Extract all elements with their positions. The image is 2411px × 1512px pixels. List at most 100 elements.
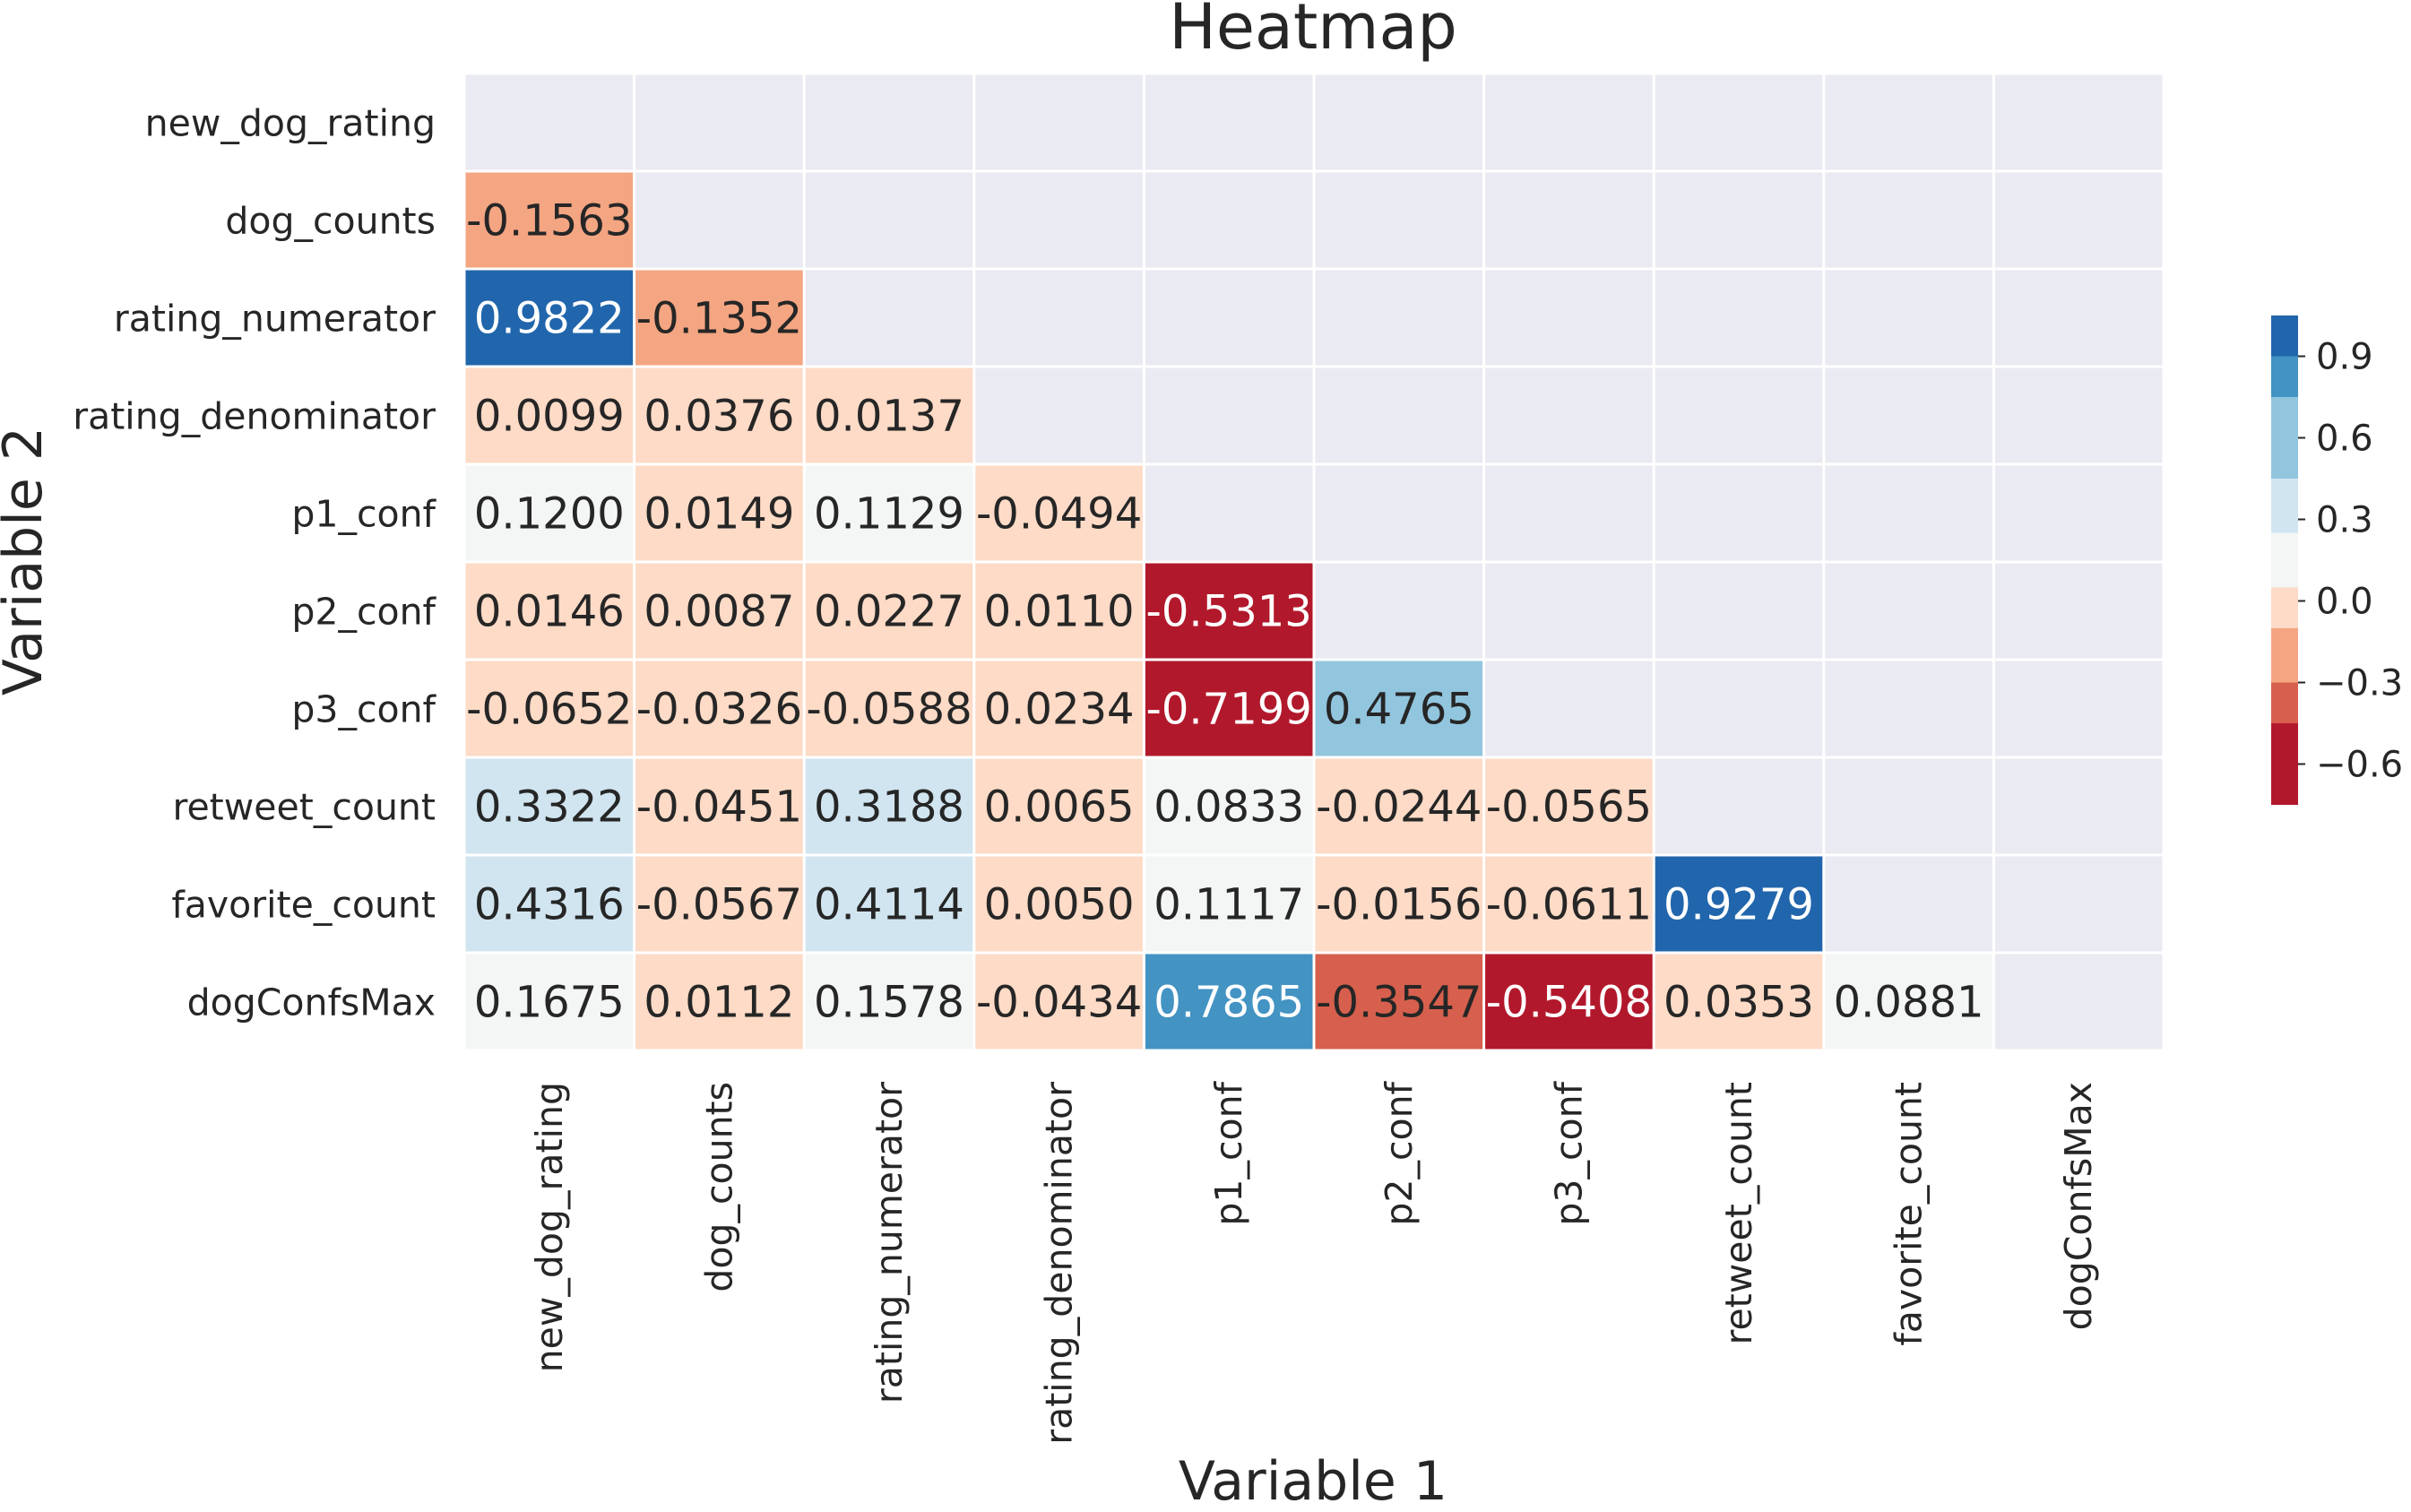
y-tick-label: retweet_count: [173, 786, 436, 829]
heatmap-cell: [804, 464, 974, 562]
x-tick-label: dogConfsMax: [2057, 1082, 2100, 1330]
heatmap-cell: [1144, 562, 1314, 660]
y-tick-label: new_dog_rating: [145, 102, 436, 145]
cell-value-label: 0.0833: [1154, 782, 1304, 833]
cell-value-label: 0.4114: [814, 880, 964, 930]
heatmap-cell: [634, 660, 805, 757]
cell-value-label: 0.0881: [1834, 978, 1984, 1028]
heatmap-cell: [634, 367, 805, 464]
heatmap-cell: [973, 855, 1145, 953]
heatmap-cell: [1144, 757, 1314, 855]
heatmap-cell: [1483, 953, 1655, 1050]
heatmap-cell: [1144, 855, 1314, 953]
heatmap-cell: [464, 953, 635, 1050]
colorbar-segment: [2271, 532, 2298, 588]
x-tick-label: rating_numerator: [868, 1082, 911, 1404]
heatmap-cell: [973, 562, 1145, 660]
cell-value-label: 0.1200: [474, 489, 625, 540]
cell-value-label: -0.5313: [1146, 587, 1312, 637]
cell-value-label: -0.1563: [466, 196, 632, 246]
heatmap-cell: [1654, 855, 1824, 953]
cell-value-label: -0.0434: [976, 978, 1142, 1028]
cell-value-label: -0.7199: [1146, 685, 1312, 735]
colorbar: 0.9 0.6 0.3 0.0 −0.3 −0.6: [2271, 315, 2403, 805]
colorbar-segment: [2271, 397, 2298, 479]
heatmap-cell: [1314, 757, 1484, 855]
heatmap-cell: [1314, 660, 1484, 757]
heatmap-cell: [804, 757, 974, 855]
heatmap-cells: [462, 72, 2165, 1052]
y-tick-label: favorite_count: [171, 884, 436, 927]
heatmap-cell: [804, 660, 974, 757]
colorbar-segment: [2271, 315, 2298, 357]
colorbar-segment: [2271, 356, 2298, 397]
chart-title: Heatmap: [1169, 0, 1457, 64]
colorbar-tick-label: −0.6: [2316, 745, 2403, 786]
cell-value-label: -0.3547: [1316, 978, 1482, 1028]
y-tick-label: dog_counts: [225, 200, 436, 243]
heatmap-cell: [464, 562, 635, 660]
heatmap-cell: [973, 660, 1145, 757]
cell-value-label: -0.0588: [806, 685, 972, 735]
colorbar-segment: [2271, 587, 2298, 628]
cell-value-label: 0.9279: [1664, 880, 1814, 930]
heatmap-cell: [634, 269, 805, 367]
cell-value-label: -0.1352: [636, 294, 802, 344]
cell-value-label: 0.0149: [644, 489, 794, 540]
colorbar-tick-label: 0.9: [2316, 337, 2373, 378]
y-tick-label: rating_denominator: [73, 395, 436, 438]
colorbar-segment: [2271, 479, 2298, 533]
y-axis-label: Variable 2: [0, 427, 55, 696]
colorbar-segment: [2271, 723, 2298, 805]
cell-value-label: 0.0110: [984, 587, 1135, 637]
cell-value-label: 0.1675: [474, 978, 625, 1028]
colorbar-tick-label: 0.6: [2316, 419, 2373, 460]
x-tick-label: p2_conf: [1378, 1080, 1421, 1225]
cell-value-label: -0.0565: [1486, 782, 1652, 833]
cell-value-label: -0.0451: [636, 782, 802, 833]
x-tick-label: rating_denominator: [1038, 1082, 1081, 1445]
y-tick-label: p2_conf: [291, 591, 436, 634]
x-tick-label: dog_counts: [697, 1082, 740, 1292]
heatmap-cell: [973, 757, 1145, 855]
cell-value-label: 0.0234: [984, 685, 1135, 735]
cell-value-label: 0.9822: [474, 294, 625, 344]
cell-value-label: -0.0567: [636, 880, 802, 930]
cell-value-label: 0.1578: [814, 978, 964, 1028]
heatmap-cell: [464, 367, 635, 464]
colorbar-tick-label: 0.3: [2316, 500, 2373, 541]
heatmap-cell: [464, 855, 635, 953]
y-tick-label: p1_conf: [291, 493, 436, 536]
heatmap-cell: [804, 953, 974, 1050]
cell-value-label: 0.0087: [644, 587, 794, 637]
y-tick-label: p3_conf: [291, 688, 436, 731]
heatmap-cell: [1314, 953, 1484, 1050]
cell-value-label: 0.3322: [474, 782, 625, 833]
x-tick-label: p3_conf: [1547, 1080, 1590, 1225]
cell-value-label: 0.0112: [644, 978, 794, 1028]
heatmap-cell: [634, 757, 805, 855]
heatmap-cell: [1483, 855, 1655, 953]
colorbar-tick-label: −0.3: [2316, 663, 2403, 704]
y-tick-label: rating_numerator: [114, 298, 436, 341]
cell-value-label: 0.7865: [1154, 978, 1304, 1028]
heatmap-cell: [464, 171, 635, 269]
heatmap-cell: [464, 660, 635, 757]
y-tick-label: dogConfsMax: [187, 981, 436, 1024]
cell-value-label: 0.1117: [1154, 880, 1304, 930]
cell-value-label: 0.4765: [1324, 685, 1474, 735]
cell-value-label: -0.0611: [1486, 880, 1652, 930]
colorbar-segment: [2271, 682, 2298, 723]
heatmap-cell: [634, 953, 805, 1050]
heatmap-cell: [973, 464, 1145, 562]
heatmap-cell: [804, 855, 974, 953]
heatmap-cell: [1144, 953, 1314, 1050]
heatmap-cell: [804, 367, 974, 464]
cell-value-label: -0.5408: [1486, 978, 1652, 1028]
heatmap-cell: [1654, 953, 1824, 1050]
cell-value-label: 0.0099: [474, 392, 625, 442]
x-tick-label: new_dog_rating: [528, 1082, 571, 1372]
cell-value-label: 0.4316: [474, 880, 625, 930]
